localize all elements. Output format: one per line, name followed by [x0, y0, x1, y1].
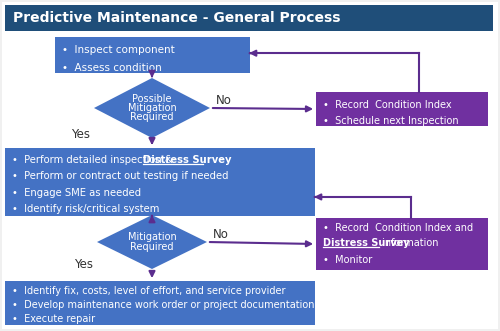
Text: Yes: Yes: [74, 259, 93, 271]
Polygon shape: [97, 215, 207, 269]
Text: •  Assess condition: • Assess condition: [62, 63, 162, 72]
Text: Mitigation: Mitigation: [128, 232, 176, 243]
Text: •  Monitor: • Monitor: [323, 255, 372, 264]
Text: Mitigation: Mitigation: [128, 103, 176, 113]
Text: •  Identify fix, costs, level of effort, and service provider: • Identify fix, costs, level of effort, …: [12, 286, 285, 296]
FancyBboxPatch shape: [5, 148, 315, 216]
Text: No: No: [216, 94, 232, 108]
Text: •  Record  Condition Index: • Record Condition Index: [323, 100, 452, 110]
Polygon shape: [94, 78, 210, 138]
FancyBboxPatch shape: [5, 281, 315, 325]
FancyBboxPatch shape: [316, 218, 488, 270]
Text: •  Schedule next Inspection: • Schedule next Inspection: [323, 116, 458, 126]
Text: Distress Survey: Distress Survey: [144, 155, 232, 165]
Text: information: information: [379, 238, 438, 248]
Text: •  Perform or contract out testing if needed: • Perform or contract out testing if nee…: [12, 171, 228, 181]
Text: Required: Required: [130, 112, 174, 122]
Text: •  Record  Condition Index and: • Record Condition Index and: [323, 223, 473, 233]
Text: Required: Required: [130, 242, 174, 252]
Text: •  Inspect component: • Inspect component: [62, 45, 175, 55]
Text: •  Perform detailed inspection &: • Perform detailed inspection &: [12, 155, 176, 165]
Text: •  Engage SME as needed: • Engage SME as needed: [12, 188, 141, 198]
Text: No: No: [213, 228, 229, 242]
Text: •  Execute repair: • Execute repair: [12, 314, 95, 324]
Text: Yes: Yes: [71, 127, 90, 140]
Text: Predictive Maintenance - General Process: Predictive Maintenance - General Process: [13, 11, 340, 25]
FancyBboxPatch shape: [5, 5, 493, 31]
Text: Distress Survey: Distress Survey: [323, 238, 410, 248]
Text: •  Develop maintenance work order or project documentation: • Develop maintenance work order or proj…: [12, 300, 314, 310]
Text: •  Identify risk/critical system: • Identify risk/critical system: [12, 204, 160, 214]
FancyBboxPatch shape: [316, 92, 488, 126]
Text: Possible: Possible: [132, 94, 172, 104]
FancyBboxPatch shape: [55, 37, 250, 73]
